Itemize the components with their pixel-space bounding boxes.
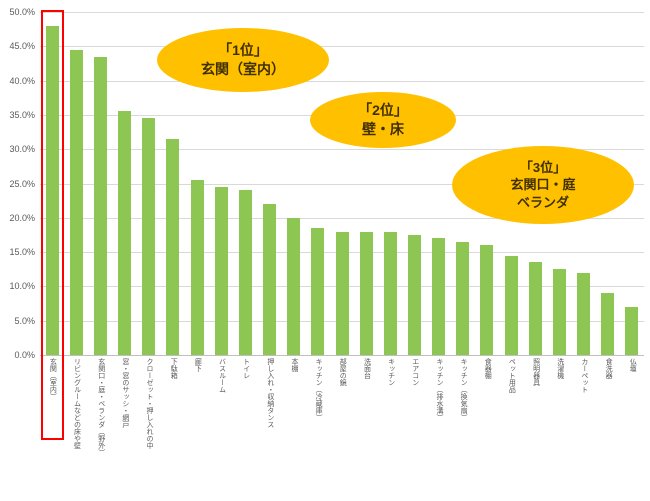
category-label: キッチン [378, 358, 402, 453]
category-label: 押し入れ・収納タンス [257, 358, 281, 453]
category-label-text: リビングルームなどの床や壁 [73, 358, 81, 449]
category-label-text: 食洗器 [605, 358, 613, 379]
category-label: 照明器具 [523, 358, 547, 453]
y-axis-tick-label: 0.0% [14, 350, 35, 360]
bar [190, 180, 204, 355]
category-label-text: エアコン [411, 358, 419, 386]
bar [577, 272, 591, 355]
category-label: 玄関（室内） [40, 358, 64, 453]
bar [335, 231, 349, 355]
y-axis-tick-label: 15.0% [9, 247, 35, 258]
bar [238, 190, 252, 355]
category-label-text: 廊下 [194, 358, 202, 372]
bar [456, 241, 470, 355]
category-label-text: 部屋の鏡 [339, 358, 347, 386]
bar [214, 186, 228, 355]
category-label: 洗濯機 [547, 358, 571, 453]
category-label-text: バスルーム [218, 358, 226, 393]
bar [263, 204, 277, 355]
category-label-text: カーペット [580, 358, 588, 393]
bar [625, 306, 639, 355]
category-label: カーペット [572, 358, 596, 453]
bar [528, 262, 542, 355]
bar [601, 293, 615, 355]
category-label: クローゼット・押し入れの中 [137, 358, 161, 453]
category-label: 仏壇 [620, 358, 644, 453]
bar [407, 234, 421, 355]
y-axis-tick-label: 30.0% [9, 144, 35, 155]
category-label: トイレ [233, 358, 257, 453]
category-label: 本棚 [282, 358, 306, 453]
bar [93, 56, 107, 355]
category-label: キッチン（換気扇） [451, 358, 475, 453]
annotation-rank3-callout: 「3位」 玄関口・庭 ベランダ [452, 146, 634, 224]
highlight-box [40, 10, 64, 440]
bar [45, 25, 59, 355]
annotation-rank2-callout: 「2位」 壁・床 [310, 92, 456, 148]
category-label: 洗面台 [354, 358, 378, 453]
y-axis-tick-label: 40.0% [9, 75, 35, 86]
category-label: 食洗器 [596, 358, 620, 453]
category-label-text: ペット用品 [508, 358, 516, 393]
category-label-text: 洗面台 [363, 358, 371, 379]
bar [432, 238, 446, 355]
category-label: エアコン [402, 358, 426, 453]
bar [69, 49, 83, 355]
category-label-text: 仏壇 [629, 358, 637, 372]
y-axis-tick-label: 50.0% [9, 7, 35, 17]
gridline [40, 12, 644, 13]
gridline [40, 46, 644, 48]
category-label: 玄関口・庭・ベランダ（野外） [88, 358, 112, 453]
y-axis-tick-label: 5.0% [14, 315, 35, 326]
y-axis-tick-label: 35.0% [9, 109, 35, 120]
bar [287, 217, 301, 355]
category-label: 食器棚 [475, 358, 499, 453]
gridline [40, 149, 644, 151]
bar [383, 231, 397, 355]
category-label: 窓・窓のサッシ・網戸 [112, 358, 136, 453]
category-label-text: クローゼット・押し入れの中 [146, 358, 154, 449]
annotation-rank1-callout: 「1位」 玄関（室内） [157, 28, 329, 92]
category-label-text: 玄関口・庭・ベランダ（野外） [97, 358, 105, 453]
bar [552, 269, 566, 355]
category-label-text: 洗濯機 [556, 358, 564, 379]
bar [166, 138, 180, 355]
bar [504, 255, 518, 355]
y-axis-tick-label: 25.0% [9, 178, 35, 189]
bar [118, 111, 132, 355]
bar [480, 245, 494, 355]
x-axis-line [40, 355, 644, 356]
category-label: 廊下 [185, 358, 209, 453]
gridline [40, 80, 644, 82]
category-label-text: 本棚 [290, 358, 298, 372]
category-label-text: 窓・窓のサッシ・網戸 [121, 358, 129, 428]
category-label: 下駄箱 [161, 358, 185, 453]
category-label-text: キッチン（換気扇） [460, 358, 468, 421]
category-label: ペット用品 [499, 358, 523, 453]
bar [142, 118, 156, 355]
category-label: 部屋の鏡 [330, 358, 354, 453]
y-axis-tick-label: 10.0% [9, 281, 35, 292]
y-axis-tick-label: 20.0% [9, 212, 35, 223]
category-label: バスルーム [209, 358, 233, 453]
category-label-text: キッチン（冷蔵庫） [315, 358, 323, 421]
category-label-text: トイレ [242, 358, 250, 379]
category-label: リビングルームなどの床や壁 [64, 358, 88, 453]
category-label-text: 下駄箱 [170, 358, 178, 379]
category-label: キッチン（冷蔵庫） [306, 358, 330, 453]
category-label-text: キッチン [387, 358, 395, 386]
bar [359, 231, 373, 355]
gridline [40, 217, 644, 219]
gridline [40, 183, 644, 185]
bar [311, 228, 325, 355]
category-label-text: 照明器具 [532, 358, 540, 386]
category-label-text: 食器棚 [484, 358, 492, 379]
category-label-text: 押し入れ・収納タンス [266, 358, 274, 428]
category-label-text: 玄関（室内） [49, 358, 57, 400]
y-axis-tick-label: 45.0% [9, 41, 35, 52]
category-label: キッチン（排水溝） [427, 358, 451, 453]
category-label-text: キッチン（排水溝） [435, 358, 443, 421]
